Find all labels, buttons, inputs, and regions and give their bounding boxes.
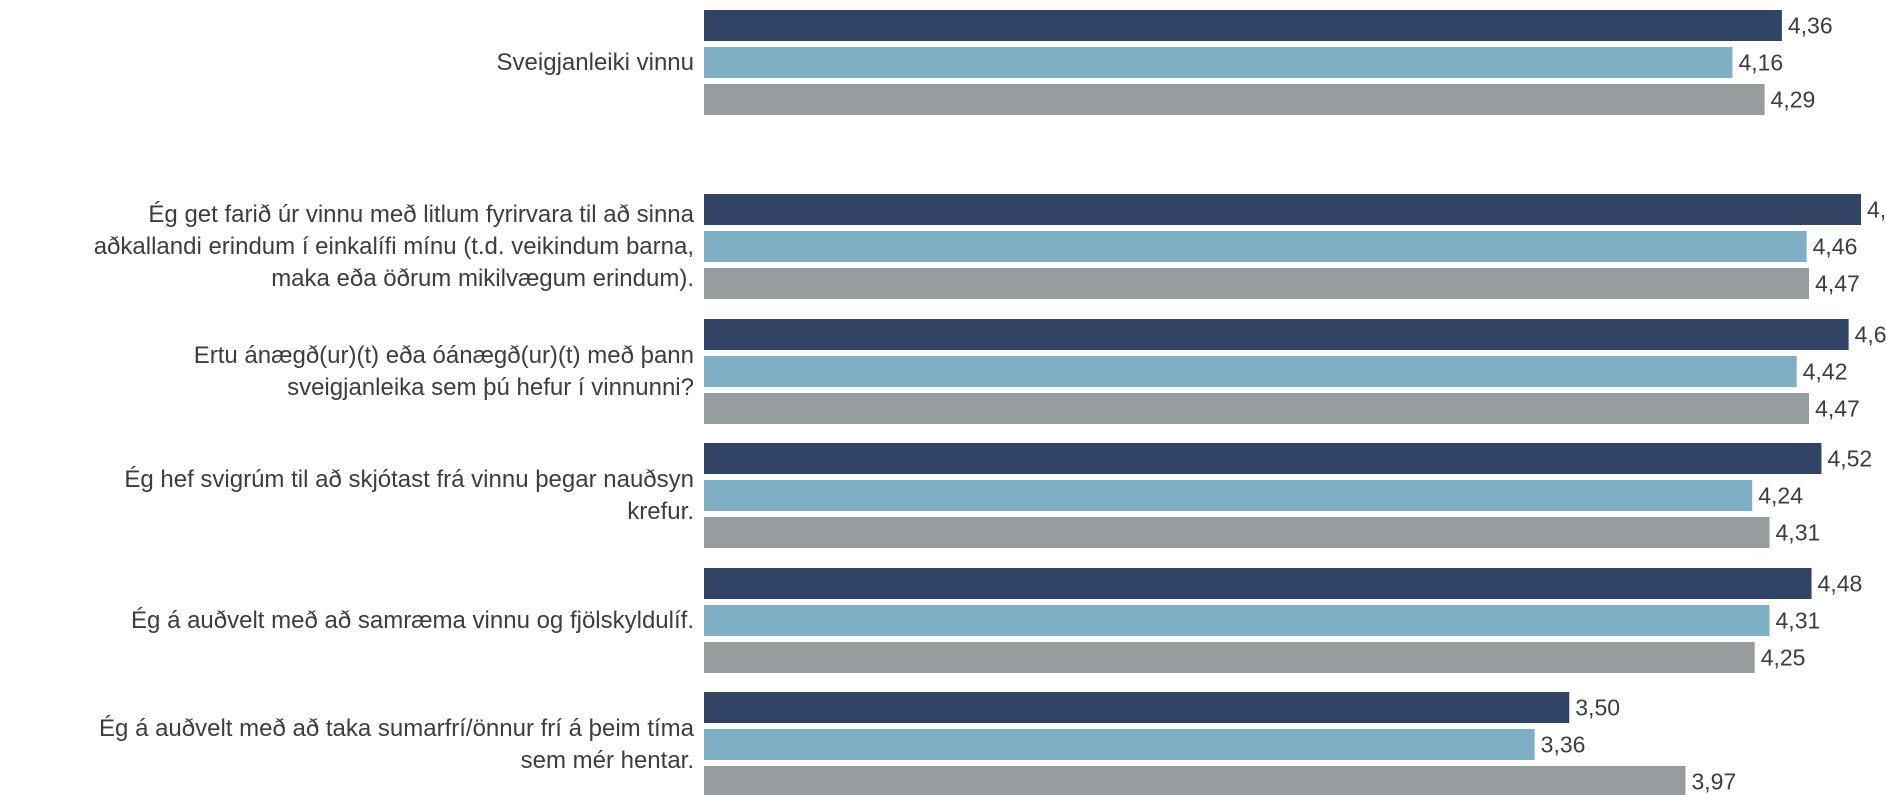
category-label-line: aðkallandi erindum í einkalífi mínu (t.d… [94, 233, 694, 260]
category-label-line: sem mér hentar. [521, 747, 694, 774]
data-label: 4,68 [1867, 197, 1886, 223]
bar [704, 692, 1570, 723]
bars [704, 10, 1861, 795]
bar [704, 642, 1755, 673]
data-label: 4,24 [1758, 483, 1803, 509]
category-label-line: Ég hef svigrúm til að skjótast frá vinnu… [124, 466, 694, 493]
category-label: Ég á auðvelt með að samræma vinnu og fjö… [131, 607, 694, 634]
bar [704, 194, 1861, 225]
category-label: Sveigjanleiki vinnu [497, 49, 694, 76]
category-label: Ég hef svigrúm til að skjótast frá vinnu… [124, 466, 694, 525]
value-labels: 4,364,16 4,29 4,68 4,46 4,47 4,63 4,42 4,47 4,52… [1541, 13, 1886, 795]
bar [704, 517, 1770, 548]
data-label: 4,25 [1761, 645, 1806, 671]
bar [704, 568, 1812, 599]
data-label: 3,36 [1541, 732, 1586, 758]
category-label-line: Ég á auðvelt með að taka sumarfrí/önnur … [99, 715, 695, 742]
bar [704, 268, 1810, 299]
data-label: 4,47 [1815, 396, 1860, 422]
data-label: 4,48 [1818, 571, 1863, 597]
category-label-line: Ég get farið úr vinnu með litlum fyrirva… [148, 201, 694, 228]
bar [704, 10, 1782, 41]
category-label-line: sveigjanleika sem þú hefur í vinnunni? [287, 374, 694, 401]
bar [704, 47, 1733, 78]
data-label: 4,31 [1776, 520, 1821, 546]
data-label: 4,46 [1813, 234, 1858, 260]
category-label-line: maka eða öðrum mikilvægum erindum). [271, 265, 694, 292]
category-label-line: Ég á auðvelt með að samræma vinnu og fjö… [131, 607, 694, 634]
data-label: 4,16 [1738, 50, 1783, 76]
bar [704, 356, 1797, 387]
data-label: 4,36 [1788, 13, 1833, 39]
bar [704, 393, 1810, 424]
data-label: 3,97 [1691, 769, 1736, 795]
bar [704, 231, 1807, 262]
bar [704, 766, 1686, 795]
category-label: Ég á auðvelt með að taka sumarfrí/önnur … [99, 715, 695, 774]
category-label: Ertu ánægð(ur)(t) eða óánægð(ur)(t) með … [194, 342, 694, 401]
bar [704, 480, 1753, 511]
category-label-line: Ertu ánægð(ur)(t) eða óánægð(ur)(t) með … [194, 342, 694, 369]
bar [704, 319, 1849, 350]
bar [704, 729, 1535, 760]
data-label: 4,47 [1815, 271, 1860, 297]
category-label: Ég get farið úr vinnu með litlum fyrirva… [94, 201, 695, 292]
data-label: 3,50 [1575, 695, 1620, 721]
data-label: 4,42 [1803, 359, 1848, 385]
bar [704, 605, 1770, 636]
category-label-line: Sveigjanleiki vinnu [497, 49, 694, 76]
category-label-line: krefur. [627, 498, 694, 525]
bar [704, 84, 1765, 115]
data-label: 4,52 [1827, 446, 1872, 472]
data-label: 4,31 [1776, 608, 1821, 634]
data-label: 4,63 [1855, 322, 1886, 348]
category-labels: Sveigjanleiki vinnu Ég get farið úr vinnu… [94, 49, 695, 774]
bar [704, 443, 1822, 474]
data-label: 4,29 [1771, 87, 1816, 113]
